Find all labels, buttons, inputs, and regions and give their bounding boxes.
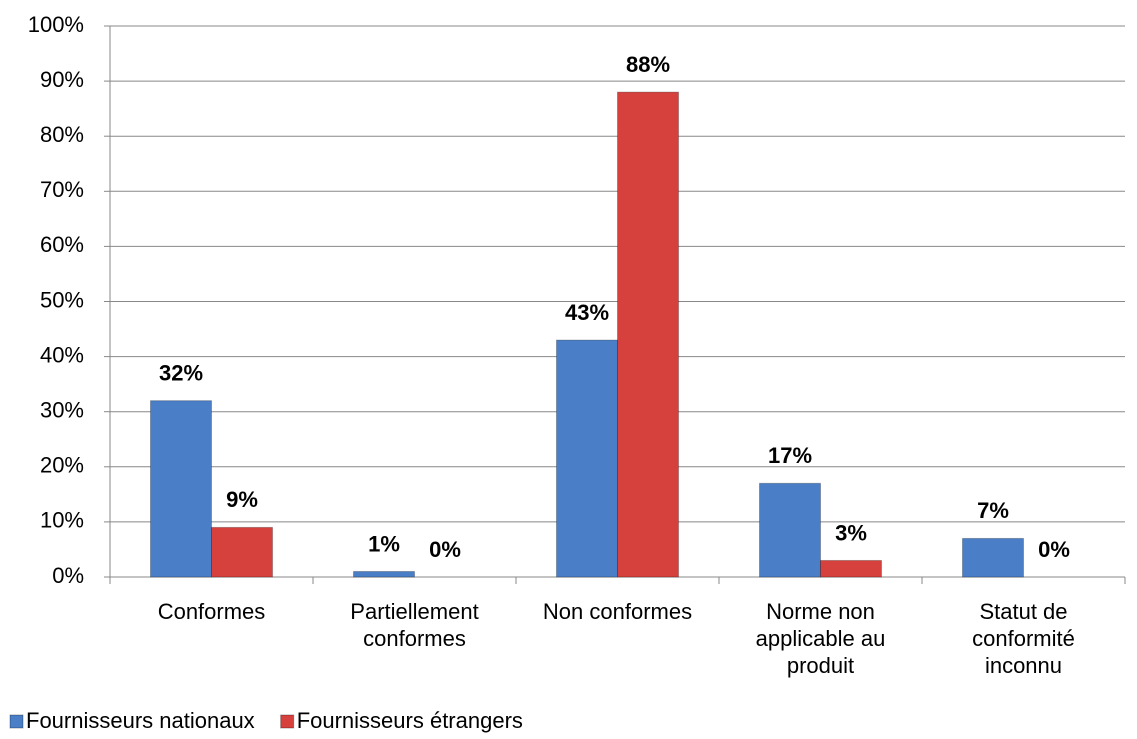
x-tick-label: applicable au — [756, 626, 886, 651]
bar — [962, 537, 1024, 578]
x-tick-label: conformes — [363, 626, 466, 651]
value-label: 88% — [626, 52, 670, 77]
x-tick-label: Norme non — [766, 599, 875, 624]
y-tick-label: 70% — [40, 177, 84, 202]
y-tick-label: 60% — [40, 232, 84, 257]
value-label: 9% — [226, 487, 258, 512]
legend-swatch — [9, 714, 24, 729]
y-tick-label: 20% — [40, 453, 84, 478]
y-tick-label: 100% — [28, 12, 84, 37]
x-tick-label: Statut de — [979, 599, 1067, 624]
bar — [820, 559, 882, 578]
x-tick-label: Non conformes — [543, 599, 692, 624]
value-label: 1% — [368, 531, 400, 556]
value-label: 7% — [977, 498, 1009, 523]
value-label: 43% — [565, 300, 609, 325]
legend-swatch — [280, 714, 295, 729]
bar — [150, 400, 212, 578]
bar — [617, 91, 679, 578]
y-tick-label: 10% — [40, 508, 84, 533]
bar — [211, 526, 273, 578]
y-tick-label: 0% — [52, 563, 84, 588]
legend-label: Fournisseurs étrangers — [297, 708, 523, 733]
y-tick-label: 90% — [40, 67, 84, 92]
value-label: 32% — [159, 360, 203, 385]
y-tick-label: 50% — [40, 287, 84, 312]
y-tick-label: 80% — [40, 122, 84, 147]
bar — [759, 482, 821, 578]
value-label: 3% — [835, 520, 867, 545]
x-tick-label: inconnu — [985, 653, 1062, 678]
bar — [353, 570, 415, 578]
value-label: 17% — [768, 443, 812, 468]
x-tick-label: produit — [787, 653, 854, 678]
y-tick-label: 40% — [40, 342, 84, 367]
value-label: 0% — [429, 537, 461, 562]
x-tick-label: Conformes — [158, 599, 266, 624]
y-tick-label: 30% — [40, 398, 84, 423]
x-tick-label: Partiellement — [350, 599, 478, 624]
value-label: 0% — [1038, 537, 1070, 562]
bar — [556, 339, 618, 578]
legend-label: Fournisseurs nationaux — [26, 708, 255, 733]
x-tick-label: conformité — [972, 626, 1075, 651]
